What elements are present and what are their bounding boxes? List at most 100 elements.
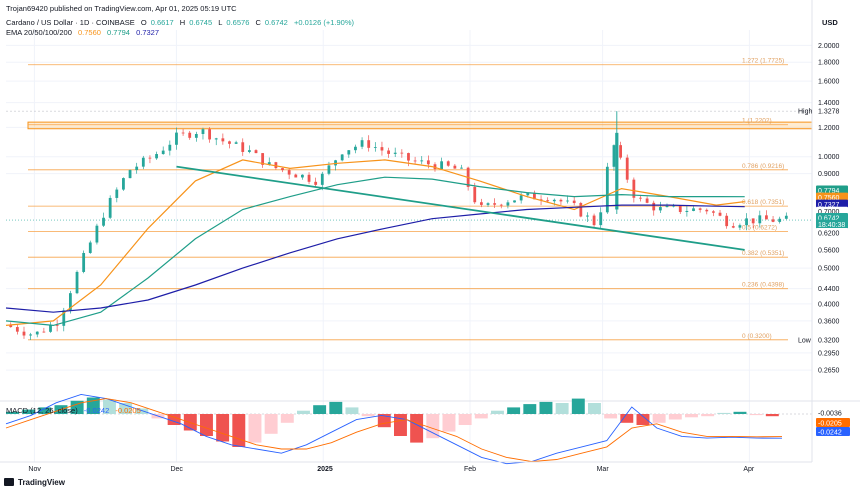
- macd-histogram-bar: [297, 410, 310, 414]
- fib-label: 0.382 (0.5351): [742, 250, 784, 257]
- candle-body: [301, 174, 304, 178]
- macd-histogram-bar: [200, 414, 213, 436]
- candle-body: [400, 152, 404, 154]
- candle-body: [175, 132, 178, 145]
- macd-histogram-bar: [442, 414, 456, 432]
- low-label: L: [218, 18, 223, 27]
- candle-body: [360, 140, 364, 147]
- axis-marker-badge: [816, 106, 848, 116]
- candle-body: [347, 150, 351, 155]
- y-tick-label: 1.8000: [818, 60, 840, 67]
- x-tick-label: Mar: [597, 466, 610, 473]
- macd-histogram-bar: [685, 414, 698, 418]
- candle-body: [155, 154, 158, 159]
- candle-body: [473, 186, 477, 203]
- candle-body: [314, 181, 318, 185]
- macd-histogram-bar: [555, 403, 569, 414]
- macd-axis-label: -0.0036: [818, 411, 842, 418]
- y-tick-label: 0.2950: [818, 350, 840, 357]
- candle-body: [725, 215, 729, 227]
- ema20-value: 0.7560: [77, 28, 101, 37]
- candle-body: [665, 206, 669, 208]
- candle-body: [393, 152, 397, 154]
- fib-label: 1.272 (1.7725): [742, 58, 784, 65]
- macd-histogram-bar: [248, 414, 262, 443]
- candle-body: [506, 202, 510, 206]
- candle-body: [68, 293, 72, 311]
- candle-body: [128, 170, 132, 179]
- candle-body: [599, 212, 603, 226]
- axis-marker-tag: High: [798, 109, 813, 116]
- axis-marker-value: 0.5600: [818, 247, 840, 254]
- resistance-zone: [27, 121, 813, 130]
- x-tick-label: Feb: [464, 466, 476, 473]
- macd-histogram-bar: [394, 414, 407, 436]
- candle-body: [15, 327, 19, 332]
- macd-histogram-bar: [588, 403, 601, 414]
- symbol-title[interactable]: Cardano / US Dollar · 1D · COINBASE: [6, 18, 135, 27]
- macd-histogram-bar: [6, 411, 19, 414]
- macd-histogram-bar: [361, 414, 375, 417]
- macd-histogram-bar: [539, 401, 553, 414]
- ema-label[interactable]: EMA 20/50/100/200: [6, 28, 72, 37]
- macd-histogram-bar: [167, 414, 181, 425]
- axis-marker-value: 0.6742: [818, 215, 840, 222]
- y-tick-label: 2.0000: [818, 43, 840, 50]
- candle-body: [698, 208, 702, 210]
- candle-body: [327, 165, 331, 174]
- candle-body: [652, 202, 656, 211]
- macd-histogram-bar: [701, 414, 715, 417]
- candle-body: [778, 218, 782, 222]
- open-value: 0.6617: [150, 18, 174, 27]
- macd-histogram-bar: [523, 404, 537, 414]
- candle-body: [75, 271, 79, 294]
- price-axis[interactable]: 2.0000 1.8000 1.6000 1.4000 1.2000 1.0000 0.90…: [798, 0, 848, 462]
- high-label: H: [179, 18, 186, 27]
- close-value: 0.6742: [264, 18, 288, 27]
- footer-text: TradingView: [18, 478, 65, 487]
- macd-histogram-bar: [313, 405, 327, 414]
- candle-body: [387, 150, 390, 154]
- axis-marker-value: 18:40:38: [818, 222, 845, 229]
- time-axis[interactable]: Nov Dec 2025 Feb Mar Apr: [0, 461, 812, 473]
- candle-body: [194, 133, 198, 138]
- fib-label: 0 (0.3200): [742, 333, 772, 340]
- tv-logo[interactable]: TradingView: [18, 478, 69, 487]
- macd-value: -0.0242: [83, 406, 110, 415]
- y-tick-label: 0.2650: [818, 368, 840, 375]
- candle-body: [552, 199, 556, 202]
- fib-label: 1 (1.2202): [742, 118, 772, 125]
- macd-axis-badge: [816, 408, 850, 417]
- candle-body: [334, 160, 337, 166]
- x-tick-label: 2025: [317, 466, 333, 473]
- macd-histogram-bar: [749, 414, 763, 416]
- macd-histogram-bar: [22, 409, 36, 414]
- y-tick-label: 0.3600: [818, 318, 840, 325]
- y-tick-label: 0.5000: [818, 266, 840, 273]
- macd-histogram-bar: [765, 414, 779, 417]
- candle-body: [55, 324, 59, 326]
- candle-body: [658, 207, 662, 211]
- axis-marker-value: 1.3278: [818, 109, 840, 116]
- macd-histogram-bar: [620, 414, 634, 423]
- macd-label[interactable]: MACD (12, 26, close): [6, 406, 78, 415]
- candle-body: [672, 205, 676, 207]
- macd-histogram-bar: [70, 400, 84, 414]
- axis-marker-badge: [816, 219, 848, 229]
- high-value: 0.6745: [189, 18, 213, 27]
- candle-body: [446, 161, 450, 166]
- macd-histogram-bar: [264, 414, 278, 434]
- price-candles: [9, 111, 788, 340]
- candle-body: [493, 203, 497, 205]
- currency-label: USD: [822, 18, 842, 27]
- candle-body: [254, 150, 258, 154]
- candle-body: [340, 154, 344, 161]
- macd-legend: MACD (12, 26, close) -0.0242 -0.0205: [6, 406, 145, 415]
- candle-body: [433, 164, 437, 170]
- candle-body: [261, 153, 265, 165]
- candle-body: [234, 142, 238, 144]
- axis-marker-badge: [816, 192, 848, 202]
- macd-histogram-bar: [119, 403, 133, 414]
- candle-body: [168, 144, 172, 151]
- candle-body: [632, 179, 636, 198]
